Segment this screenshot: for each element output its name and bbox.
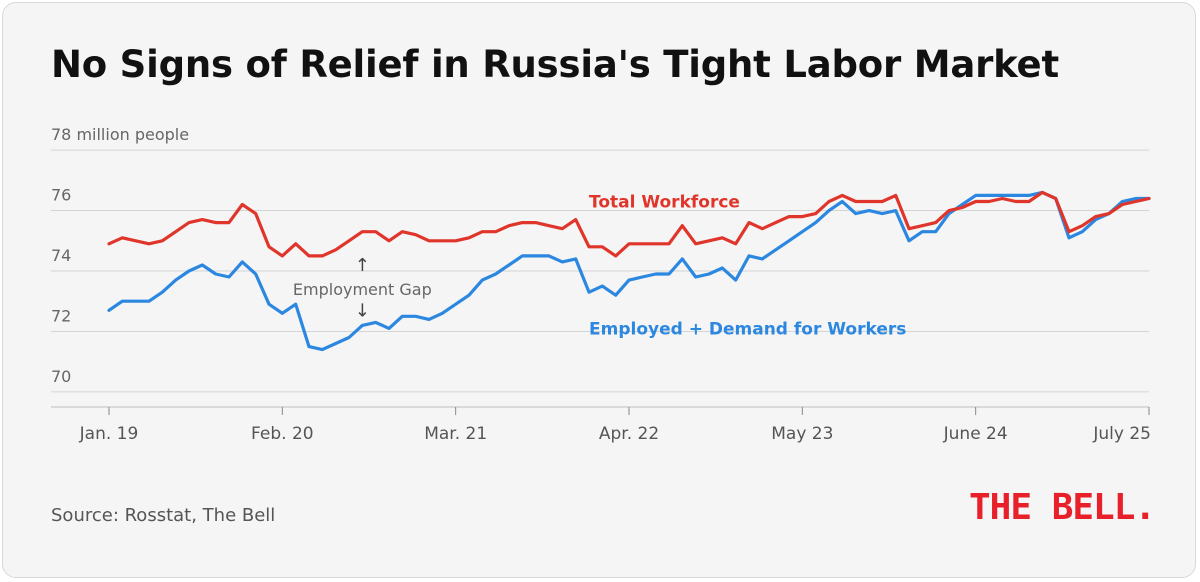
series-line-employed-demand bbox=[107, 190, 1151, 352]
series-label-employed-demand: Employed + Demand for Workers bbox=[589, 319, 906, 339]
the-bell-logo: THE BELL. bbox=[969, 487, 1156, 528]
source-note: Source: Rosstat, The Bell bbox=[51, 505, 276, 526]
x-tick-label: July 25 bbox=[1092, 424, 1151, 444]
series-lines bbox=[107, 190, 1151, 352]
x-tick-label: Apr. 22 bbox=[599, 424, 659, 444]
y-tick-label: 78 million people bbox=[51, 125, 189, 144]
annotation-employment-gap: Employment Gap bbox=[293, 280, 432, 299]
series-label-total-workforce: Total Workforce bbox=[589, 193, 740, 213]
x-tick-label: May 23 bbox=[771, 424, 833, 444]
x-tick-label: June 24 bbox=[943, 424, 1008, 444]
series-labels: Total Workforce Employed + Demand for Wor… bbox=[589, 193, 906, 340]
x-tick-label: Feb. 20 bbox=[251, 424, 314, 444]
series-line-total-workforce bbox=[107, 190, 1151, 258]
y-tick-label: 70 bbox=[51, 367, 71, 386]
annotations: Employment Gap ↑ ↓ bbox=[293, 255, 432, 321]
x-tick-label: Mar. 21 bbox=[424, 424, 487, 444]
y-tick-label: 72 bbox=[51, 306, 71, 325]
line-chart: 70 72 74 76 78 million people Jan. 19 Feb. 20… bbox=[51, 125, 1151, 444]
y-axis-ticks: 70 72 74 76 78 million people bbox=[51, 125, 189, 386]
gap-arrow-down: ↓ bbox=[355, 300, 370, 321]
y-tick-label: 74 bbox=[51, 246, 71, 265]
x-axis-ticks: Jan. 19 Feb. 20 Mar. 21 Apr. 22 May 23 June 2… bbox=[79, 407, 1151, 444]
gap-arrow-up: ↑ bbox=[355, 255, 370, 276]
gridlines bbox=[51, 149, 1149, 408]
chart-title: No Signs of Relief in Russia's Tight Lab… bbox=[51, 43, 1059, 86]
y-tick-label: 76 bbox=[51, 186, 71, 205]
x-tick-label: Jan. 19 bbox=[79, 424, 139, 444]
